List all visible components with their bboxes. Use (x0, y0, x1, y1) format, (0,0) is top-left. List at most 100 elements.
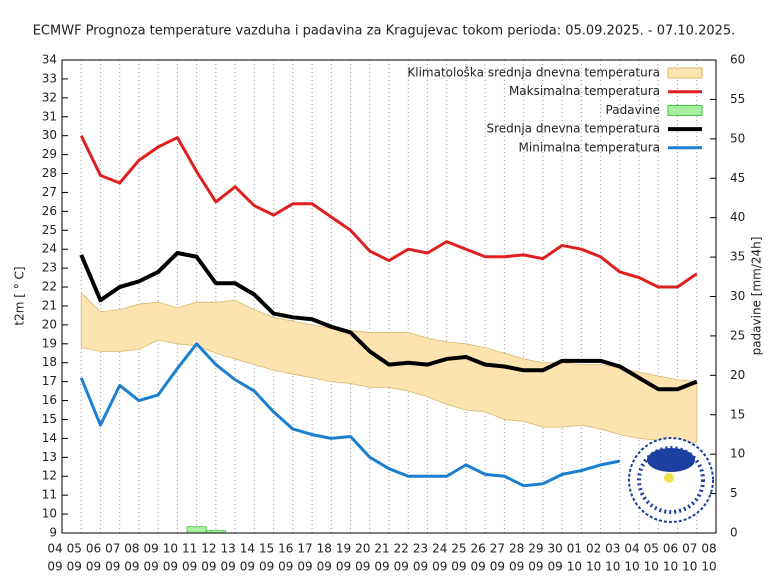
y-tick-label: 28 (42, 166, 57, 180)
y-axis-label: t2m [ ° C] (13, 266, 27, 325)
x-tick-label: 16 (278, 542, 293, 556)
y-tick-label: 16 (42, 393, 57, 407)
y2-tick-label: 10 (730, 447, 745, 461)
x-tick-month: 09 (509, 560, 524, 574)
x-tick-month: 10 (644, 560, 659, 574)
climatology-band (80, 291, 698, 445)
y2-tick-label: 45 (730, 171, 745, 185)
y-tick-label: 10 (42, 507, 57, 521)
x-tick-month: 09 (471, 560, 486, 574)
x-tick-month: 09 (67, 560, 82, 574)
x-tick-label: 07 (105, 542, 120, 556)
x-tick-month: 09 (278, 560, 293, 574)
x-tick-label: 05 (67, 542, 82, 556)
y2-axis-label: padavine [mm/24h] (750, 237, 764, 356)
x-tick-month: 09 (297, 560, 312, 574)
y-tick-label: 14 (42, 431, 57, 445)
x-tick-label: 06 (663, 542, 678, 556)
x-tick-label: 15 (259, 542, 274, 556)
y-tick-label: 25 (42, 223, 57, 237)
legend-swatch (667, 67, 703, 79)
x-tick-label: 18 (317, 542, 332, 556)
x-tick-label: 13 (220, 542, 235, 556)
x-tick-month: 09 (336, 560, 351, 574)
x-tick-month: 10 (682, 560, 697, 574)
x-tick-label: 07 (682, 542, 697, 556)
series-line (79, 250, 698, 392)
x-tick-month: 09 (528, 560, 543, 574)
y-tick-label: 24 (42, 242, 57, 256)
x-tick-label: 11 (182, 542, 197, 556)
y-tick-label: 29 (42, 147, 57, 161)
y-tick-label: 13 (42, 450, 57, 464)
x-tick-label: 21 (374, 542, 389, 556)
y-tick-label: 9 (49, 526, 57, 540)
x-tick-label: 26 (471, 542, 486, 556)
x-tick-label: 06 (86, 542, 101, 556)
y-tick-label: 19 (42, 336, 57, 350)
y2-tick-label: 50 (730, 131, 745, 145)
y2-tick-label: 55 (730, 92, 745, 106)
y-tick-label: 12 (42, 469, 57, 483)
series-line (79, 342, 621, 488)
x-tick-month: 09 (144, 560, 159, 574)
x-tick-month: 09 (547, 560, 562, 574)
chart-title: ECMWF Prognoza temperature vazduha i pad… (33, 24, 736, 39)
x-tick-label: 25 (451, 542, 466, 556)
legend-label: Klimatološka srednja dnevna temperatura (407, 66, 660, 80)
x-tick-label: 17 (297, 542, 312, 556)
y2-tick-label: 0 (730, 526, 738, 540)
x-tick-label: 01 (567, 542, 582, 556)
x-tick-label: 23 (413, 542, 428, 556)
x-tick-label: 09 (144, 542, 159, 556)
x-tick-label: 05 (644, 542, 659, 556)
x-tick-month: 09 (47, 560, 62, 574)
precip-bar (186, 526, 207, 534)
x-tick-label: 08 (701, 542, 716, 556)
y-tick-label: 11 (42, 488, 57, 502)
x-tick-label: 27 (490, 542, 505, 556)
y-tick-label: 20 (42, 317, 57, 331)
x-tick-label: 02 (586, 542, 601, 556)
y-tick-label: 27 (42, 185, 57, 199)
x-tick-month: 09 (355, 560, 370, 574)
x-tick-month: 10 (624, 560, 639, 574)
x-tick-label: 12 (201, 542, 216, 556)
legend-label: Minimalna temperatura (519, 140, 660, 154)
y-tick-label: 22 (42, 280, 57, 294)
x-tick-month: 09 (201, 560, 216, 574)
x-tick-month: 10 (605, 560, 620, 574)
x-tick-month: 09 (317, 560, 332, 574)
y-tick-label: 18 (42, 355, 57, 369)
y-tick-label: 15 (42, 412, 57, 426)
x-tick-label: 04 (624, 542, 639, 556)
x-tick-label: 19 (336, 542, 351, 556)
x-tick-label: 04 (47, 542, 62, 556)
x-tick-month: 10 (567, 560, 582, 574)
y-tick-label: 33 (42, 71, 57, 85)
legend-label: Srednja dnevna temperatura (486, 122, 660, 136)
x-tick-label: 20 (355, 542, 370, 556)
x-tick-month: 09 (86, 560, 101, 574)
x-tick-label: 22 (394, 542, 409, 556)
x-tick-label: 03 (605, 542, 620, 556)
y2-tick-label: 15 (730, 407, 745, 421)
y2-tick-label: 40 (730, 210, 745, 224)
y-tick-label: 17 (42, 374, 57, 388)
x-tick-month: 09 (163, 560, 178, 574)
legend-label: Maksimalna temperatura (509, 84, 660, 98)
plot (79, 60, 698, 534)
x-tick-month: 09 (451, 560, 466, 574)
y2-tick-label: 60 (730, 53, 745, 67)
series-line (79, 135, 698, 289)
x-tick-label: 10 (163, 542, 178, 556)
x-tick-month: 10 (586, 560, 601, 574)
y2-tick-label: 25 (730, 328, 745, 342)
x-tick-month: 09 (240, 560, 255, 574)
x-tick-month: 09 (124, 560, 139, 574)
x-tick-month: 09 (220, 560, 235, 574)
x-tick-month: 10 (663, 560, 678, 574)
x-tick-month: 09 (182, 560, 197, 574)
y-tick-label: 23 (42, 261, 57, 275)
